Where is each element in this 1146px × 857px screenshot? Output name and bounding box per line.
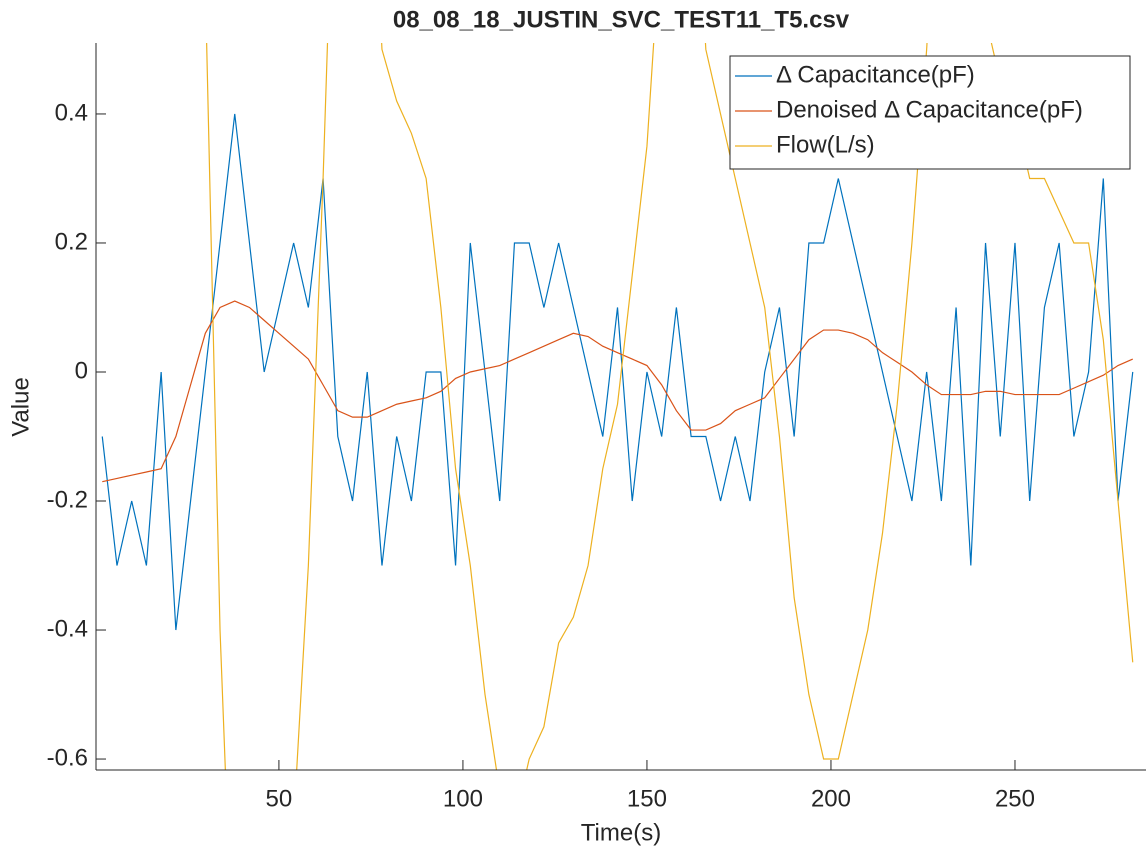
legend-label: Denoised Δ Capacitance(pF)	[776, 96, 1083, 123]
data-line	[101, 113, 1134, 631]
data-line	[206, 43, 1134, 770]
y-tick-label: -0.4	[47, 615, 88, 642]
x-tick-label: 100	[443, 785, 483, 812]
chart-title: 08_08_18_JUSTIN_SVC_TEST11_T5.csv	[393, 6, 850, 33]
y-tick-label: 0.2	[55, 228, 88, 255]
y-axis-label: Value	[7, 377, 34, 437]
x-tick-label: 50	[266, 785, 293, 812]
legend-label: Flow(L/s)	[776, 131, 875, 158]
x-tick-label: 250	[995, 785, 1035, 812]
x-axis-label: Time(s)	[581, 819, 661, 846]
plot-area	[101, 43, 1134, 770]
y-tick-label: 0.4	[55, 99, 88, 126]
legend-label: Δ Capacitance(pF)	[776, 61, 975, 88]
legend-box	[729, 55, 1131, 170]
x-tick-label: 200	[811, 785, 851, 812]
data-line	[102, 300, 1133, 483]
legend: Δ Capacitance(pF) Denoised Δ Capacitance(…	[729, 55, 1131, 170]
y-tick-label: 0	[75, 357, 88, 384]
y-tick-label: -0.2	[47, 486, 88, 513]
y-tick-label: -0.6	[47, 744, 88, 771]
x-tick-label: 150	[627, 785, 667, 812]
axes: 50 100 150 200 250 -0.6 -0.4 -0.2 0 0.2 0.4	[47, 43, 1146, 812]
